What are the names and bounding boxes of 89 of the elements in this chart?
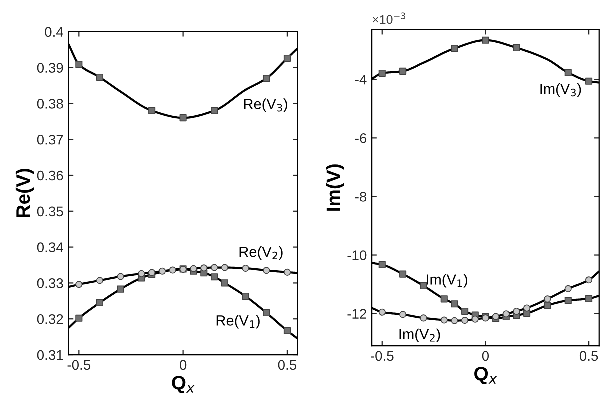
point [284, 268, 291, 276]
point [96, 74, 104, 82]
point [378, 308, 386, 316]
point [524, 304, 531, 312]
point [400, 68, 407, 75]
series-label: Im(V$_{1}$) [427, 274, 468, 288]
point [76, 314, 83, 322]
y-tick-label: 0.4 [45, 27, 64, 38]
point [76, 281, 83, 288]
point [158, 268, 166, 275]
point [451, 317, 458, 324]
y-tick-label: -4 [355, 75, 367, 85]
point [400, 311, 407, 318]
point [263, 267, 270, 274]
point [211, 274, 218, 281]
x-tick-label: -0.5 [68, 360, 91, 370]
point [564, 297, 572, 304]
point [440, 296, 448, 303]
point [586, 276, 593, 284]
point [462, 317, 469, 324]
x-tick-label: -0.5 [371, 351, 394, 362]
point [482, 36, 490, 44]
point [242, 264, 250, 272]
x-tick-label: 0 [180, 360, 187, 370]
point [544, 302, 552, 310]
x-tick-label: 0.5 [278, 360, 297, 370]
y-axis-title: Im(V) [326, 164, 344, 211]
point [76, 61, 83, 68]
y-tick-label: 0.31 [37, 350, 64, 360]
point [564, 69, 572, 76]
point [263, 309, 270, 317]
point [96, 299, 104, 306]
y-tick-label: -8 [355, 192, 367, 202]
y-tick-label: 0.37 [37, 134, 64, 145]
point [586, 295, 593, 302]
x-tick-label: 0 [482, 351, 490, 362]
y-tick-label: 0.33 [37, 278, 64, 288]
x-tick-label: 0.5 [580, 351, 598, 362]
point [451, 300, 458, 308]
point [420, 282, 428, 290]
point [284, 54, 291, 62]
point [242, 292, 250, 300]
x-axis-title: Q$_{x}$ [172, 376, 195, 394]
y-tick-label: 0.38 [37, 99, 64, 109]
point [117, 273, 124, 280]
point [211, 264, 218, 272]
y-tick-label: 0.36 [37, 170, 64, 181]
point [211, 107, 218, 114]
point [586, 78, 593, 85]
series-label: Re(V$_{3}$) [244, 98, 288, 112]
point [263, 75, 270, 82]
point [462, 308, 469, 315]
point [513, 308, 520, 315]
point [221, 280, 228, 287]
y-tick-label: 0.32 [37, 314, 64, 324]
text: ×10$^{−3}$ [372, 12, 406, 24]
y-tick-label: 0.35 [37, 206, 64, 217]
point [400, 270, 407, 278]
point [138, 270, 146, 278]
point [502, 310, 510, 318]
point [420, 314, 428, 322]
series-label: Re(V$_{1}$) [216, 315, 260, 329]
point [564, 285, 572, 292]
series-label: Im(V$_{2}$) [400, 328, 440, 342]
series-label: Re(V$_{2}$) [240, 246, 283, 260]
point [440, 316, 448, 324]
y-tick-label: -10 [348, 250, 367, 260]
y-tick-label: 0.34 [37, 242, 64, 252]
point [96, 277, 104, 284]
y-axis-title: Re(V) [16, 169, 34, 218]
point [544, 296, 552, 303]
point [190, 265, 198, 272]
point [180, 114, 187, 122]
point [472, 316, 479, 323]
point [200, 264, 208, 272]
x-axis-title: Q$_{x}$ [474, 367, 498, 384]
point [148, 107, 156, 114]
point [117, 286, 124, 293]
y-tick-label: -6 [355, 134, 367, 144]
point [513, 44, 520, 52]
point [221, 264, 228, 272]
y-tick-label: -12 [348, 309, 366, 319]
series-label: Im(V$_{3}$) [540, 84, 582, 98]
point [169, 266, 176, 274]
y-tick-label: 0.39 [37, 63, 64, 73]
point [284, 327, 291, 334]
point [451, 45, 458, 52]
point [378, 261, 386, 268]
point [378, 70, 386, 77]
